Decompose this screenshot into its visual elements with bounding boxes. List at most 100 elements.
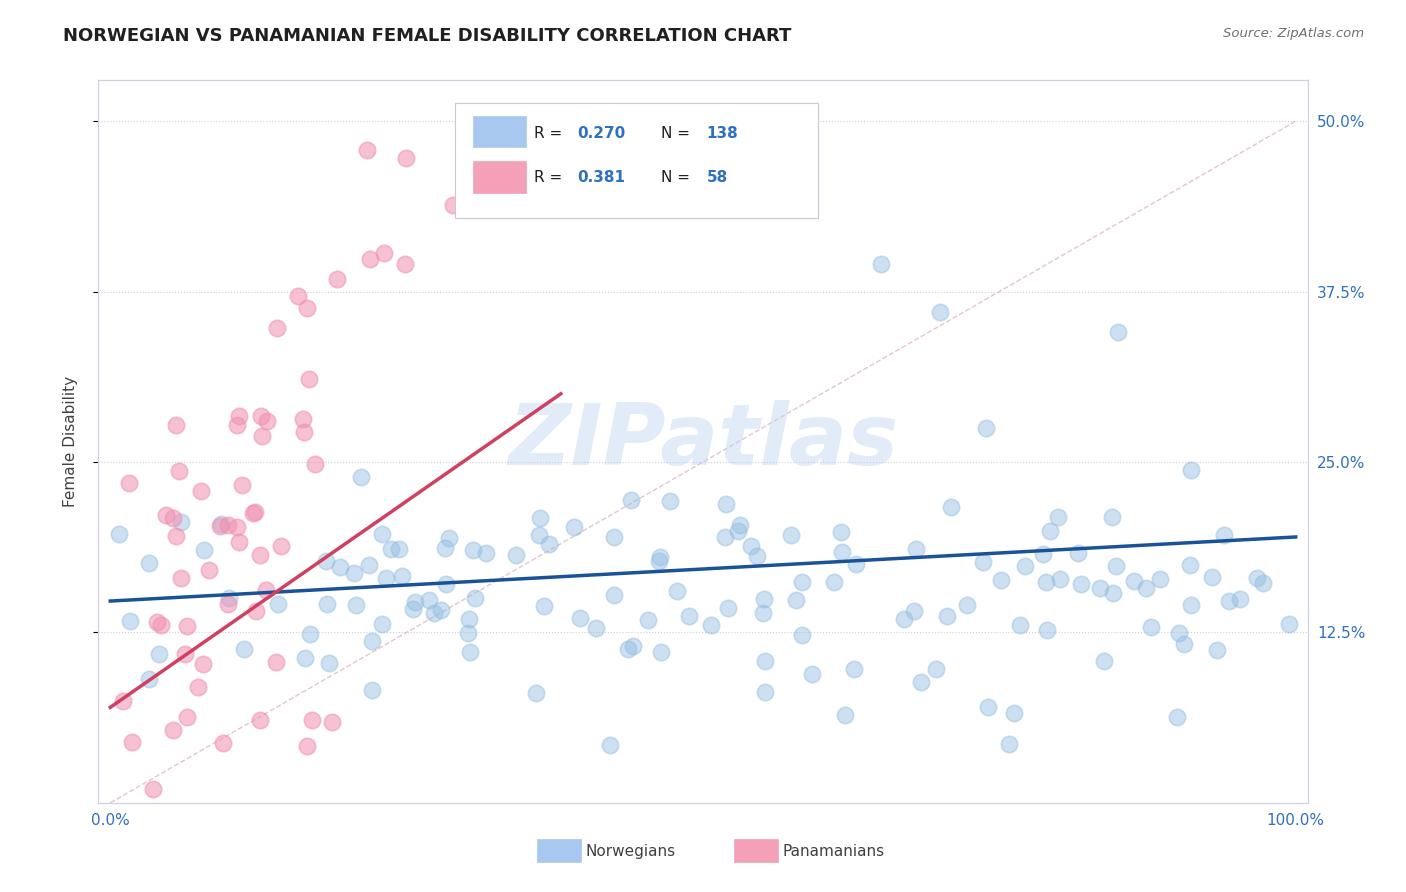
Point — [752, 592, 775, 607]
Point — [359, 558, 381, 573]
Point — [297, 301, 319, 316]
Point — [218, 591, 240, 606]
Point — [170, 515, 193, 529]
Point — [869, 257, 891, 271]
Point — [391, 569, 413, 583]
Point — [1088, 581, 1111, 595]
Point — [326, 271, 349, 285]
Point — [1213, 528, 1236, 542]
Point — [287, 289, 309, 303]
Point — [801, 667, 824, 681]
Point — [475, 546, 498, 560]
Text: ZIPatlas: ZIPatlas — [508, 400, 898, 483]
Point — [1049, 572, 1071, 586]
Point — [727, 524, 749, 539]
Point — [217, 597, 239, 611]
Point — [375, 571, 398, 585]
Point — [1229, 591, 1251, 606]
Text: Source: ZipAtlas.com: Source: ZipAtlas.com — [1223, 27, 1364, 40]
Point — [529, 511, 551, 525]
Point — [304, 457, 326, 471]
Point — [394, 257, 416, 271]
FancyBboxPatch shape — [456, 103, 818, 218]
Point — [1035, 623, 1057, 637]
Point — [208, 519, 231, 533]
Point — [904, 541, 927, 556]
Point — [845, 557, 868, 571]
Point — [266, 320, 288, 334]
Point — [193, 657, 215, 671]
Point — [658, 494, 681, 508]
Point — [270, 539, 292, 553]
Point — [1035, 575, 1057, 590]
Point — [228, 535, 250, 549]
Point — [193, 542, 215, 557]
FancyBboxPatch shape — [734, 838, 778, 862]
Point — [745, 549, 768, 564]
Point — [842, 662, 865, 676]
Y-axis label: Female Disability: Female Disability — [63, 376, 77, 508]
Point — [343, 566, 366, 581]
Point — [267, 597, 290, 611]
Point — [650, 550, 672, 565]
Point — [603, 588, 626, 602]
Text: 138: 138 — [707, 126, 738, 141]
Point — [998, 737, 1021, 751]
Point — [1149, 572, 1171, 586]
Point — [1123, 574, 1146, 589]
Point — [603, 530, 626, 544]
Point — [990, 573, 1012, 587]
Point — [359, 252, 381, 267]
Point — [174, 648, 197, 662]
Point — [1032, 548, 1054, 562]
Point — [298, 372, 321, 386]
Text: NORWEGIAN VS PANAMANIAN FEMALE DISABILITY CORRELATION CHART: NORWEGIAN VS PANAMANIAN FEMALE DISABILIT… — [63, 27, 792, 45]
Point — [1039, 524, 1062, 538]
Point — [464, 591, 486, 606]
Text: R =: R = — [534, 170, 567, 186]
Point — [830, 525, 852, 540]
Point — [1180, 598, 1202, 612]
Point — [295, 739, 318, 754]
Point — [373, 246, 395, 260]
Point — [637, 613, 659, 627]
Point — [678, 608, 700, 623]
Point — [422, 606, 444, 620]
Point — [893, 612, 915, 626]
Point — [1178, 558, 1201, 572]
Point — [344, 598, 367, 612]
Text: N =: N = — [661, 126, 695, 141]
Point — [648, 554, 671, 568]
Point — [418, 593, 440, 607]
Point — [249, 549, 271, 563]
Point — [929, 305, 952, 319]
Point — [972, 555, 994, 569]
Point — [217, 518, 239, 533]
Point — [176, 618, 198, 632]
Point — [1218, 594, 1240, 608]
Point — [108, 526, 131, 541]
Point — [569, 611, 592, 625]
Point — [713, 530, 735, 544]
Point — [977, 700, 1000, 714]
Point — [187, 680, 209, 694]
Point — [434, 577, 457, 591]
Point — [1092, 654, 1115, 668]
Point — [371, 527, 394, 541]
Point — [321, 715, 343, 730]
Point — [111, 693, 134, 707]
Point — [478, 169, 501, 183]
Point — [328, 560, 350, 574]
Point — [1173, 637, 1195, 651]
Point — [527, 527, 550, 541]
Point — [1139, 620, 1161, 634]
Point — [665, 584, 688, 599]
Point — [291, 412, 314, 426]
Point — [1105, 559, 1128, 574]
Point — [120, 614, 142, 628]
Point — [245, 604, 267, 618]
Point — [792, 628, 814, 642]
Point — [162, 511, 184, 525]
Point — [388, 542, 411, 557]
Point — [903, 604, 925, 618]
